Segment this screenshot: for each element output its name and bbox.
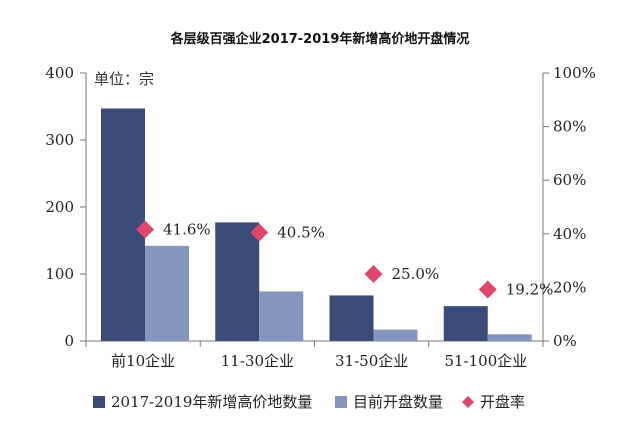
x-category-label: 前10企业 <box>111 352 175 370</box>
chart-title: 各层级百强企业2017-2019年新增高价地开盘情况 <box>170 31 470 47</box>
bar-new-high-price-land <box>329 295 374 341</box>
bar-opened-count <box>259 291 304 341</box>
rate-diamond <box>136 220 154 239</box>
left-tick-label: 400 <box>45 64 74 82</box>
right-tick-label: 20% <box>553 278 586 296</box>
bar-opened-count <box>145 245 189 341</box>
rate-diamond <box>250 223 269 242</box>
x-category-label: 51-100企业 <box>444 352 527 370</box>
legend-item-opened-count-swatch <box>335 396 347 408</box>
bar-opened-count <box>487 334 532 341</box>
right-tick-label: 60% <box>553 171 586 189</box>
right-axis-ticks: 0% 20% 40% 60% 80% 100% <box>543 64 596 350</box>
bar-new-high-price-land <box>101 108 145 341</box>
right-tick-label: 0% <box>553 332 577 350</box>
legend-item-open-rate-swatch <box>462 396 474 408</box>
legend-item-new-count-label: 2017-2019年新增高价地数量 <box>111 393 312 411</box>
right-tick-label: 80% <box>553 118 586 136</box>
left-tick-label: 100 <box>45 265 74 283</box>
bar-opened-count <box>373 329 418 341</box>
left-tick-label: 0 <box>64 332 74 350</box>
bars <box>101 108 532 341</box>
legend-item-new-count-swatch <box>93 396 105 408</box>
bar-new-high-price-land <box>443 306 488 341</box>
unit-label: 单位：宗 <box>94 70 154 88</box>
rate-points: 41.6% 40.5% 25.0% 19.2% <box>136 220 554 299</box>
legend-item-opened-count-label: 目前开盘数量 <box>353 393 443 411</box>
rate-data-label: 25.0% <box>392 265 440 283</box>
rate-diamond <box>364 265 383 283</box>
x-category-label: 11-30企业 <box>221 352 294 370</box>
x-axis-ticks: 前10企业 11-30企业 31-50企业 51-100企业 <box>85 341 544 370</box>
left-axis-ticks: 0 100 200 300 400 <box>45 64 86 350</box>
left-tick-label: 300 <box>45 131 74 149</box>
rate-diamond <box>478 280 497 299</box>
legend: 2017-2019年新增高价地数量 目前开盘数量 开盘率 <box>93 393 525 411</box>
bar-new-high-price-land <box>215 222 260 341</box>
right-tick-label: 40% <box>553 225 586 243</box>
rate-data-label: 19.2% <box>506 281 554 299</box>
right-tick-label: 100% <box>553 64 596 82</box>
x-category-label: 31-50企业 <box>335 352 408 370</box>
legend-item-open-rate-label: 开盘率 <box>480 393 525 411</box>
rate-data-label: 40.5% <box>277 223 325 241</box>
rate-data-label: 41.6% <box>163 221 211 239</box>
left-tick-label: 200 <box>45 198 74 216</box>
